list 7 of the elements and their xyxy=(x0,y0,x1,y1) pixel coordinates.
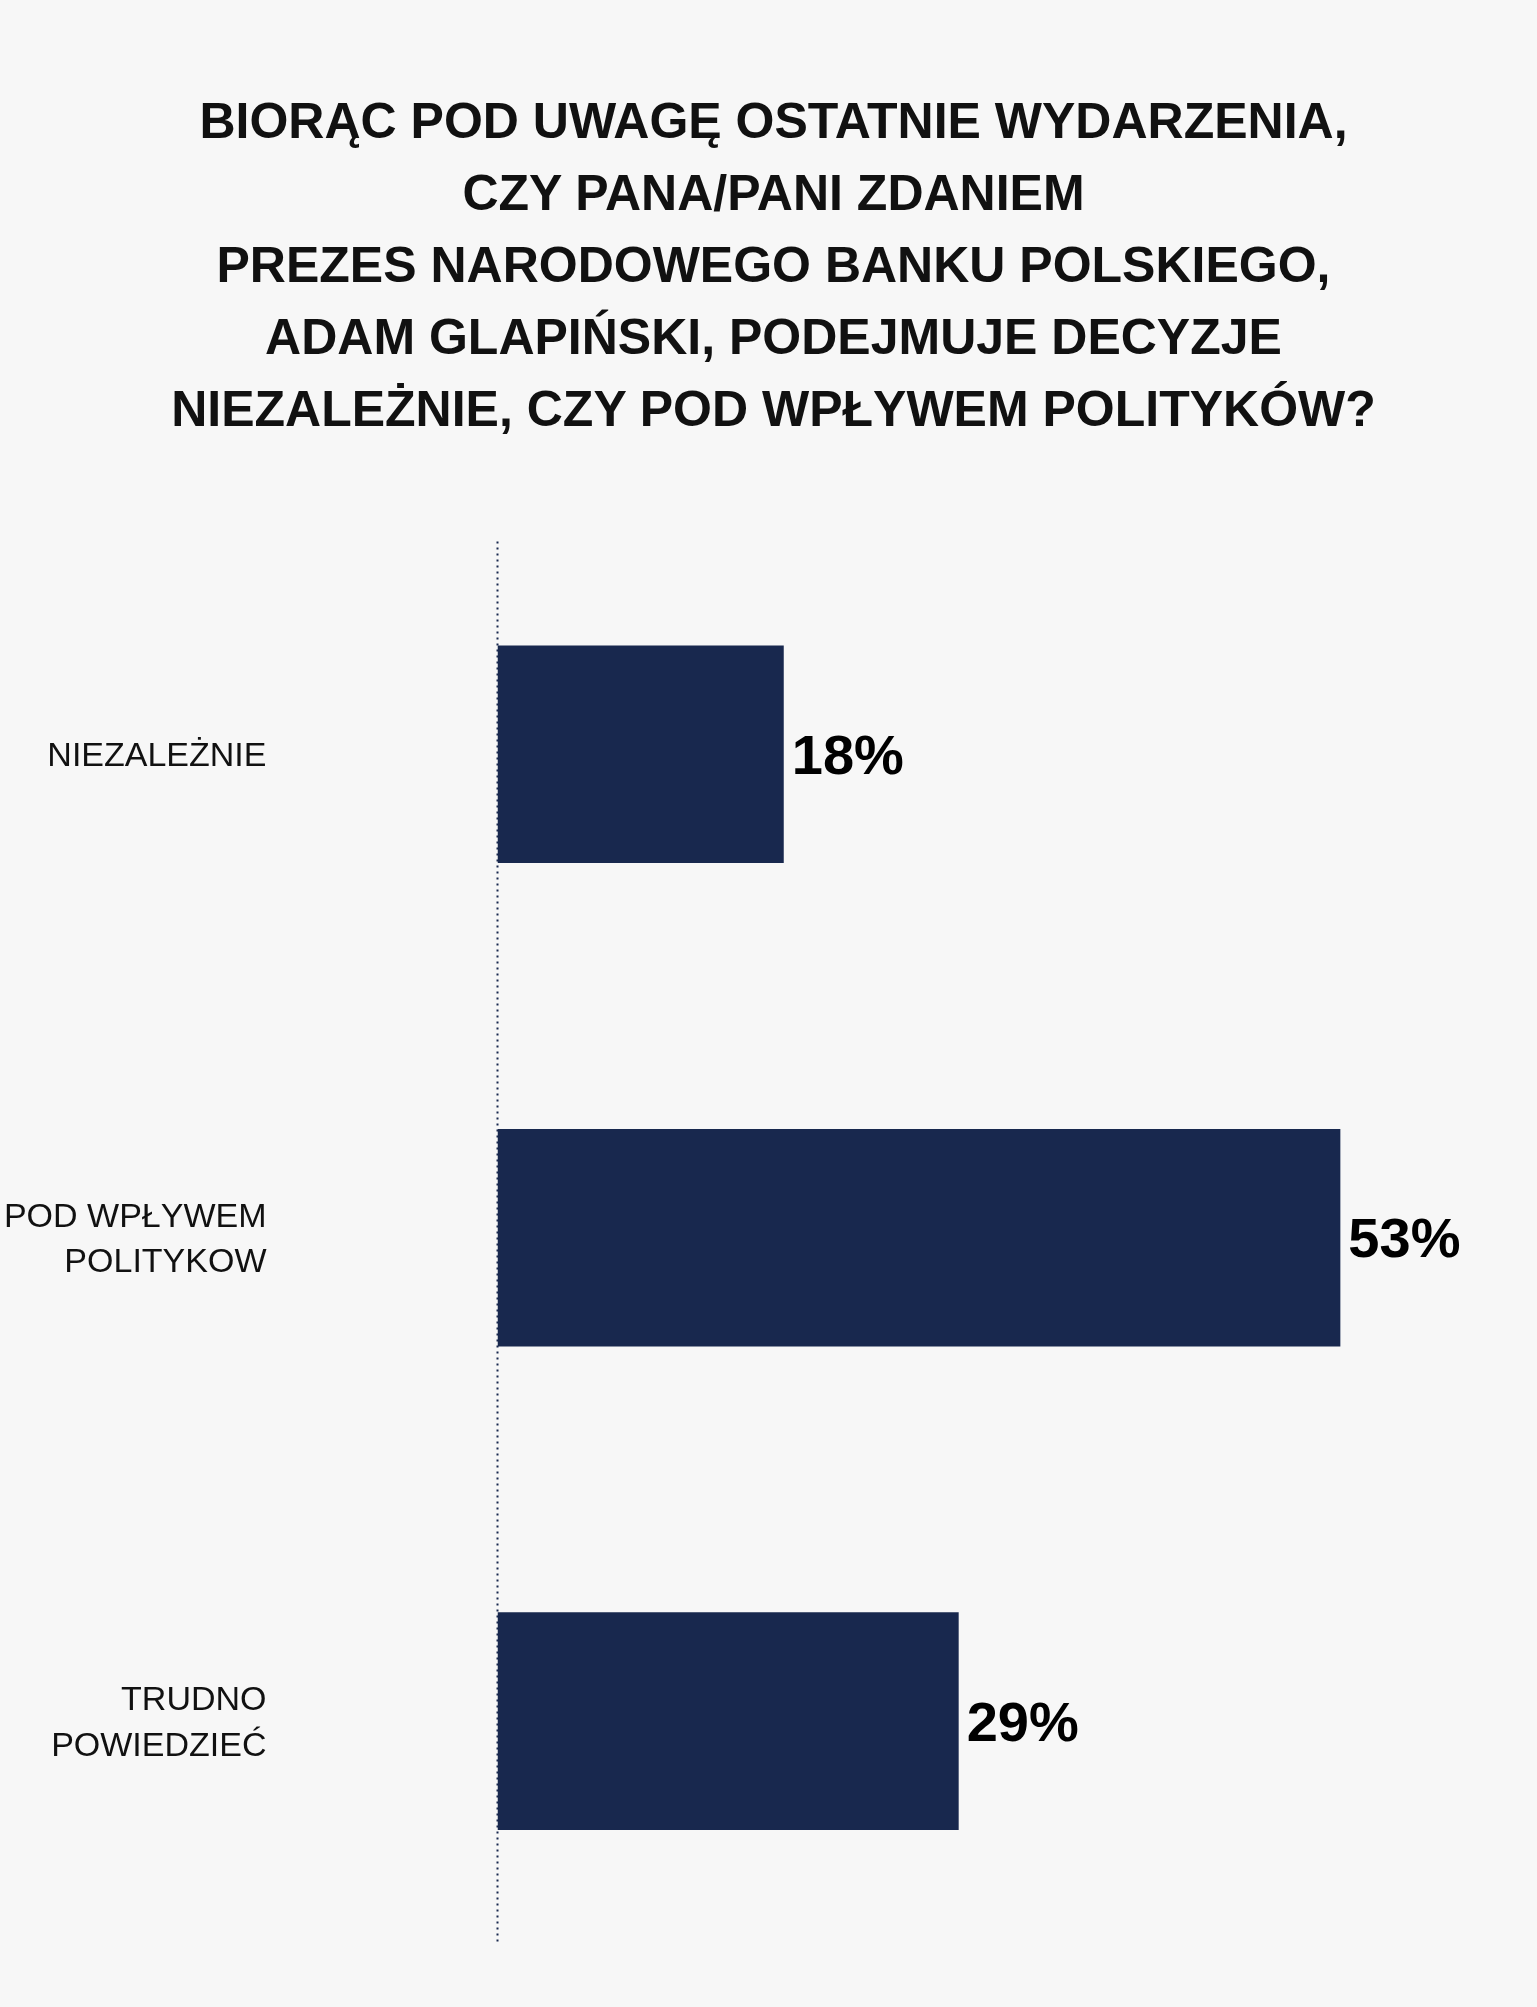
data-label: 53% xyxy=(1348,1206,1461,1270)
y-tick-label: POD WPŁYWEM POLITYKOW xyxy=(3,1195,267,1280)
chart-title: BIORĄC POD UWAGĘ OSTATNIE WYDARZENIA, CZY PANA/PANI ZDANIEM PREZES NARODOWEGO BANKU POLSKIEGO, ADAM GLAPIŃSKI, PODEJMUJE DECYZJE NIEZALEŻNIE, CZY POD WPŁYWEM POLITYKÓW? xyxy=(171,92,1376,439)
data-label: 18% xyxy=(791,722,904,786)
y-tick-label: TRUDNO POWIEDZIEĆ xyxy=(51,1679,267,1763)
y-tick-label: NIEZALEŻNIE xyxy=(47,735,267,774)
data-label: 29% xyxy=(966,1689,1079,1753)
